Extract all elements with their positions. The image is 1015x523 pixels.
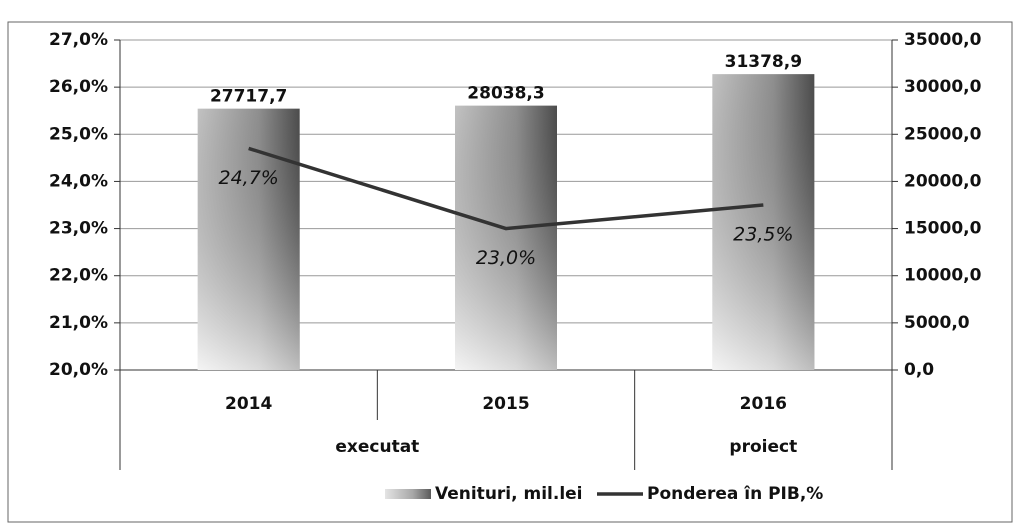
bar-shade — [455, 105, 557, 370]
x-tick-label: 2014 — [225, 394, 272, 414]
line-value-label: 24,7% — [218, 167, 278, 189]
bar-value-label: 28038,3 — [467, 84, 544, 104]
legend-label: Ponderea în PIB,% — [647, 484, 823, 504]
y2-tick-label: 30000,0 — [904, 77, 982, 97]
bar-value-label: 31378,9 — [725, 52, 802, 72]
y2-tick-label: 25000,0 — [904, 124, 982, 144]
y2-tick-label: 20000,0 — [904, 171, 982, 191]
y2-tick-label: 5000,0 — [904, 313, 970, 333]
bar-value-label: 27717,7 — [210, 87, 287, 107]
legend-label: Venituri, mil.lei — [435, 484, 583, 504]
y2-tick-label: 15000,0 — [904, 219, 982, 239]
y-tick-label: 26,0% — [49, 77, 108, 97]
group-label: executat — [335, 437, 419, 457]
bar-shade — [712, 74, 815, 371]
line-value-label: 23,0% — [476, 247, 536, 269]
y-tick-label: 23,0% — [49, 219, 108, 239]
y2-tick-label: 35000,0 — [904, 30, 982, 50]
y-tick-label: 22,0% — [49, 266, 108, 286]
line-value-label: 23,5% — [733, 224, 793, 246]
y-tick-label: 27,0% — [49, 30, 108, 50]
y-tick-label: 20,0% — [49, 360, 108, 380]
y2-tick-label: 10000,0 — [904, 266, 982, 286]
y-tick-label: 25,0% — [49, 124, 108, 144]
bar-shade — [197, 108, 300, 370]
line — [248, 146, 764, 231]
x-tick-label: 2016 — [740, 394, 787, 414]
legend-swatch — [385, 489, 431, 499]
y2-tick-label: 0,0 — [904, 360, 934, 380]
y-tick-label: 24,0% — [49, 171, 108, 191]
group-label: proiect — [729, 437, 797, 457]
y-tick-label: 21,0% — [49, 313, 108, 333]
x-tick-label: 2015 — [482, 394, 529, 414]
